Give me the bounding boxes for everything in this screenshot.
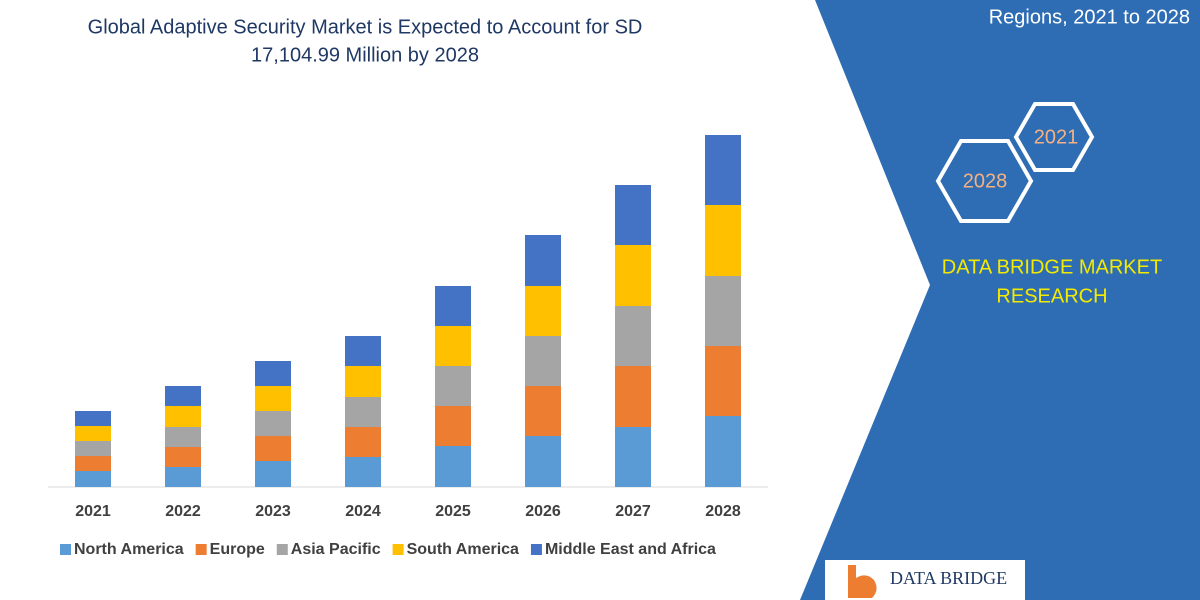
x-tick-label: 2025 — [435, 503, 471, 520]
bar-segment — [435, 406, 471, 446]
bar-segment — [75, 471, 111, 487]
x-tick-label: 2027 — [615, 503, 651, 520]
legend-label: South America — [407, 541, 519, 558]
bar-segment — [345, 397, 381, 427]
legend-swatch — [392, 544, 404, 555]
brand-text: DATA BRIDGE MARKET — [942, 256, 1162, 278]
bar-segment — [435, 366, 471, 406]
bar-segment — [165, 427, 201, 447]
logo-icon — [848, 565, 877, 598]
bar-segment — [615, 306, 651, 366]
bar-segment — [705, 276, 741, 346]
bar-segment — [165, 467, 201, 487]
legend-swatch — [276, 544, 288, 555]
bar-segment — [525, 436, 561, 487]
hex-label: 2021 — [1034, 126, 1079, 148]
bar-segment — [345, 427, 381, 457]
hexagon — [1013, 102, 1095, 172]
legend-swatch — [195, 544, 207, 555]
bar-segment — [165, 406, 201, 427]
bar-segment — [435, 446, 471, 487]
hexagon — [935, 139, 1034, 223]
legend-label: Middle East and Africa — [545, 541, 716, 558]
legend-label: Europe — [210, 541, 265, 558]
bar-segment — [705, 205, 741, 276]
bar-segment — [525, 235, 561, 286]
bar-segment — [75, 456, 111, 471]
bar-segment — [615, 185, 651, 245]
bar-segment — [255, 386, 291, 411]
legend-swatch — [530, 544, 542, 555]
hex-label: 2028 — [963, 170, 1008, 192]
logo-text: DATA BRIDGE — [890, 568, 1007, 588]
bar-segment — [435, 286, 471, 326]
bar-segment — [435, 326, 471, 366]
x-tick-label: 2026 — [525, 503, 561, 520]
x-tick-label: 2021 — [75, 503, 111, 520]
bar-segment — [705, 416, 741, 487]
bar-segment — [255, 361, 291, 386]
bar-segment — [345, 457, 381, 487]
chart-title: Global Adaptive Security Market is Expec… — [88, 16, 643, 38]
legend-label: Asia Pacific — [291, 541, 381, 558]
panel-subtitle: Regions, 2021 to 2028 — [989, 6, 1190, 28]
bar-segment — [525, 336, 561, 386]
brand-text: RESEARCH — [996, 285, 1107, 307]
x-tick-label: 2024 — [345, 503, 381, 520]
bar-segment — [615, 366, 651, 427]
side-panel — [800, 0, 1200, 600]
legend-swatch — [60, 544, 71, 555]
bar-segment — [255, 461, 291, 487]
bar-segment — [525, 386, 561, 436]
bar-segment — [525, 286, 561, 336]
bar-segment — [705, 346, 741, 416]
legend-label: North America — [74, 541, 184, 558]
bar-segment — [705, 135, 741, 205]
bar-segment — [255, 411, 291, 436]
bar-segment — [75, 411, 111, 426]
bar-segment — [615, 245, 651, 306]
bar-segment — [165, 386, 201, 406]
bar-segment — [345, 336, 381, 366]
x-tick-label: 2022 — [165, 503, 201, 520]
bar-segment — [75, 426, 111, 441]
chart-title: 17,104.99 Million by 2028 — [251, 44, 479, 66]
bar-segment — [615, 427, 651, 487]
bar-segment — [165, 447, 201, 467]
x-tick-label: 2023 — [255, 503, 291, 520]
bar-segment — [345, 366, 381, 397]
bar-segment — [75, 441, 111, 456]
x-tick-label: 2028 — [705, 503, 741, 520]
bar-segment — [255, 436, 291, 461]
